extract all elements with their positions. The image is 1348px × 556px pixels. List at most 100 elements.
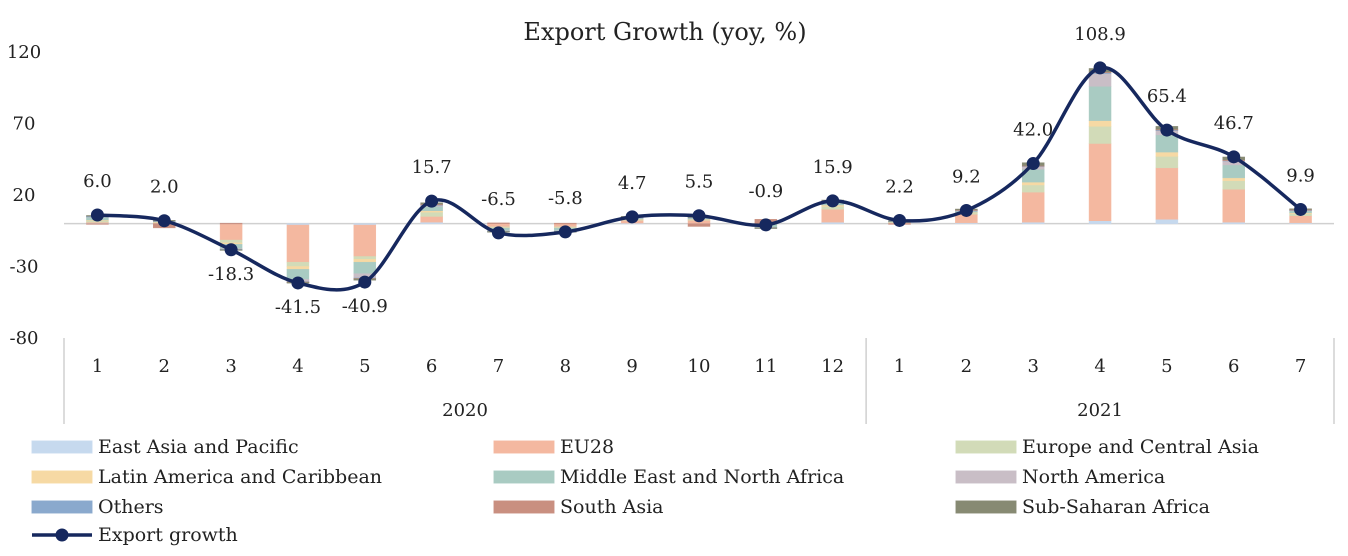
bar-segment [1155, 156, 1179, 169]
y-tick-label: 70 [13, 114, 36, 135]
data-label: 2.2 [885, 176, 914, 197]
bar-segment [1021, 181, 1045, 186]
data-label: 108.9 [1074, 24, 1126, 45]
legend-label: Middle East and North Africa [560, 466, 844, 488]
x-tick-label: 1 [894, 356, 905, 377]
line-layer [90, 61, 1308, 292]
x-tick-label: 12 [821, 356, 844, 377]
export-growth-point [1294, 202, 1308, 216]
bar-segment [420, 216, 443, 223]
export-growth-point [291, 276, 305, 290]
export-growth-point [759, 218, 773, 232]
y-tick-label: 120 [7, 42, 41, 63]
export-growth-point [1227, 150, 1241, 164]
bar-segment [1222, 180, 1245, 190]
legend-swatch [493, 500, 555, 514]
export-growth-point [558, 225, 572, 239]
export-growth-point [425, 194, 439, 208]
bar-segment [687, 223, 711, 227]
data-label: 5.5 [685, 172, 714, 193]
year-group-label: 2021 [1077, 400, 1123, 421]
legend-swatch [493, 440, 555, 454]
legend-swatch [31, 500, 93, 514]
bar-segment [1289, 215, 1312, 224]
legend-swatch [31, 440, 93, 454]
export-growth-point [1093, 61, 1107, 75]
bar-segment [554, 222, 577, 225]
x-tick-label: 2 [159, 356, 170, 377]
y-tick-label: -30 [10, 257, 39, 278]
export-growth-point [358, 275, 372, 289]
legend: East Asia and Pacific EU28 Europe and Cent… [31, 436, 1259, 546]
data-label: 9.2 [952, 166, 981, 187]
export-growth-point [625, 210, 639, 224]
x-tick-label: 5 [359, 356, 370, 377]
bar-segment [1088, 220, 1112, 224]
bar-segment [1088, 126, 1112, 144]
data-label: 46.7 [1214, 113, 1254, 134]
export-growth-point [826, 194, 840, 208]
legend-swatch [955, 440, 1017, 454]
data-label: -40.9 [342, 296, 388, 317]
legend-swatch [955, 470, 1017, 484]
legend-label: EU28 [560, 436, 614, 458]
bar-segment [1088, 120, 1112, 127]
legend-label: Sub-Saharan Africa [1022, 496, 1210, 518]
export-growth-point [692, 209, 706, 223]
bar-segment [219, 222, 243, 225]
bar-segment [1088, 143, 1112, 221]
x-tick-label: 6 [1228, 356, 1239, 377]
export-growth-point [157, 214, 171, 228]
data-labels-layer: 6.0 2.0 -18.3 -41.5 -40.9 15.7 -6.5 -5.8 4.7 5.5 -… [83, 24, 1315, 318]
bar-segment [1222, 164, 1245, 179]
y-tick-label: 20 [13, 185, 36, 206]
data-label: -18.3 [208, 264, 254, 285]
x-tick-label: 3 [1027, 356, 1038, 377]
data-label: 2.0 [150, 177, 179, 198]
legend-swatch [31, 470, 93, 484]
x-tick-label: 2 [961, 356, 972, 377]
bar-segment [1155, 219, 1179, 224]
export-growth-point [1026, 157, 1040, 171]
x-tick-label: 9 [626, 356, 637, 377]
x-tick-label: 5 [1161, 356, 1172, 377]
chart-title: Export Growth (yoy, %) [523, 18, 806, 46]
x-tick-label: 4 [292, 356, 303, 377]
export-growth-point [491, 226, 505, 240]
data-label: 9.9 [1286, 165, 1315, 186]
bar-segment [1021, 184, 1045, 193]
bar-segment [487, 222, 510, 224]
legend-label: Export growth [98, 524, 238, 546]
x-tick-label: 10 [688, 356, 711, 377]
legend-swatch [955, 500, 1017, 514]
x-tick-label: 4 [1094, 356, 1105, 377]
export-growth-point [90, 208, 104, 222]
x-tick-label: 11 [754, 356, 777, 377]
legend-line-marker [55, 528, 69, 542]
export-growth-point [959, 203, 973, 217]
x-tick-label: 7 [1295, 356, 1306, 377]
data-label: 65.4 [1147, 86, 1187, 107]
data-label: 15.9 [813, 157, 853, 178]
bar-segment [420, 211, 443, 217]
bar-segment [1155, 167, 1179, 220]
bar-segment [1222, 177, 1245, 181]
data-label: 4.7 [618, 173, 647, 194]
x-tick-label: 6 [426, 356, 437, 377]
x-tick-label: 1 [92, 356, 103, 377]
export-growth-point [1160, 123, 1174, 137]
data-label: 42.0 [1013, 120, 1053, 141]
legend-swatch [493, 470, 555, 484]
legend-label: East Asia and Pacific [98, 436, 299, 458]
y-tick-label: -80 [10, 328, 39, 349]
bar-segment [286, 261, 310, 267]
bar-segment [1155, 134, 1179, 153]
legend-label: South Asia [560, 496, 663, 518]
data-label: -6.5 [481, 189, 516, 210]
bar-segment [86, 223, 109, 225]
legend-label: North America [1022, 466, 1165, 488]
x-tick-label: 7 [493, 356, 504, 377]
legend-label: Europe and Central Asia [1022, 436, 1259, 458]
data-label: -41.5 [275, 297, 321, 318]
